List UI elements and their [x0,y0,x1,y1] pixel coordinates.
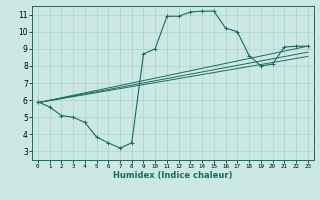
X-axis label: Humidex (Indice chaleur): Humidex (Indice chaleur) [113,171,233,180]
